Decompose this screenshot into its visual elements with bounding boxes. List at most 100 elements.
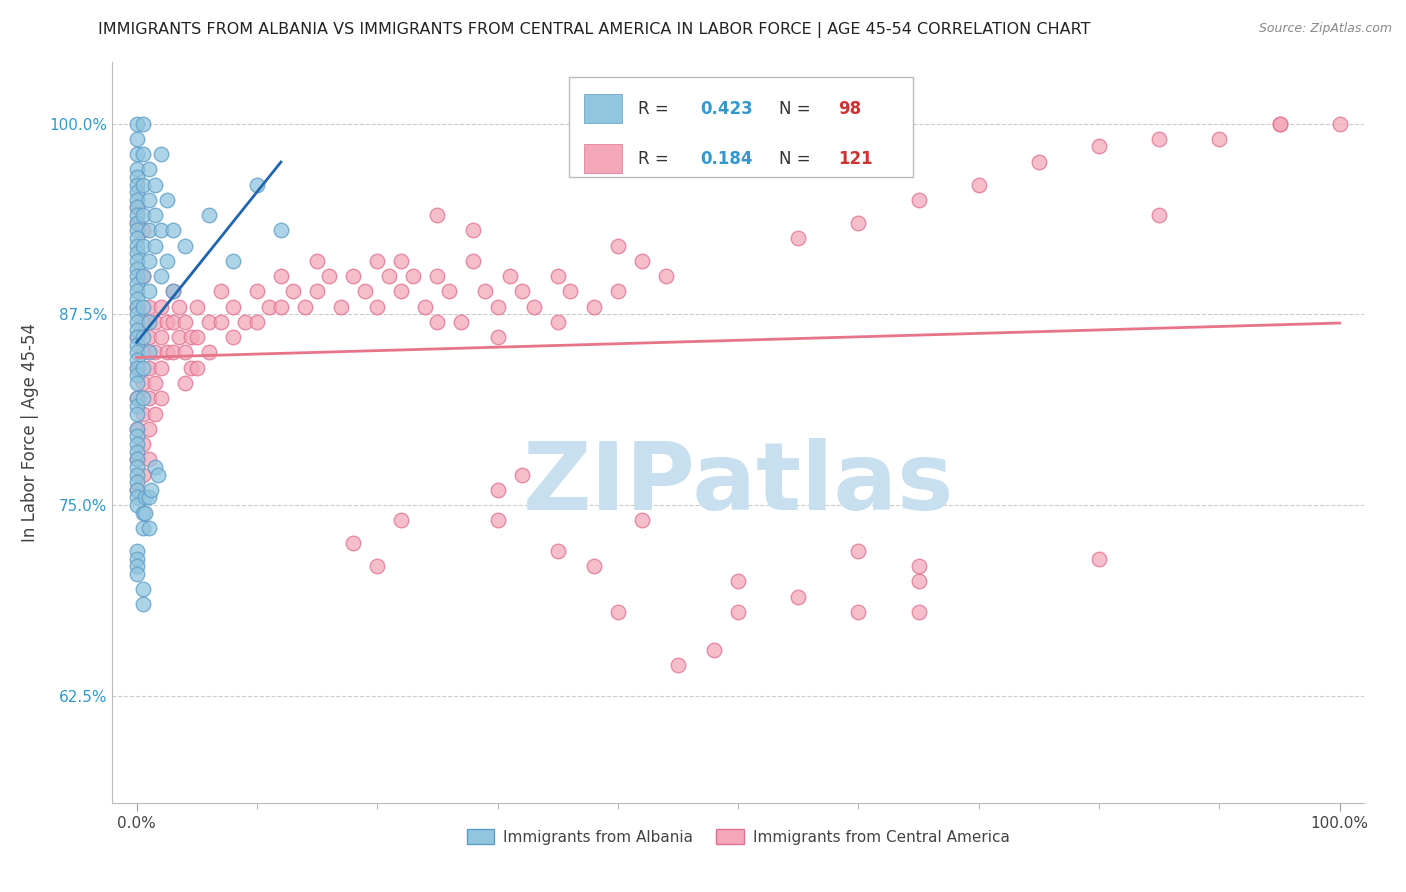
Point: [125, 483, 148, 497]
Point: [167, 300, 190, 314]
Point: [1088, 139, 1111, 153]
Text: Source: ZipAtlas.com: Source: ZipAtlas.com: [1258, 22, 1392, 36]
Point: [1268, 116, 1291, 130]
Point: [131, 223, 153, 237]
Point: [366, 559, 388, 574]
Point: [125, 498, 148, 512]
Point: [510, 467, 533, 482]
Point: [125, 360, 148, 375]
Point: [180, 360, 202, 375]
Point: [162, 345, 184, 359]
Point: [125, 185, 148, 199]
Point: [907, 574, 929, 589]
Point: [138, 491, 160, 505]
Point: [131, 582, 153, 596]
Point: [209, 315, 232, 329]
Point: [131, 330, 153, 344]
Point: [125, 566, 148, 581]
Point: [125, 201, 148, 215]
Point: [125, 147, 148, 161]
Point: [222, 330, 245, 344]
Point: [125, 116, 148, 130]
Point: [125, 376, 148, 390]
Point: [378, 269, 401, 284]
Point: [173, 376, 195, 390]
Point: [149, 391, 172, 405]
Point: [131, 269, 153, 284]
Point: [125, 544, 148, 558]
Point: [125, 475, 148, 490]
Point: [138, 452, 160, 467]
Point: [125, 162, 148, 177]
Point: [209, 285, 232, 299]
Point: [131, 178, 153, 192]
Legend: Immigrants from Albania, Immigrants from Central America: Immigrants from Albania, Immigrants from…: [461, 822, 1015, 851]
Point: [233, 315, 256, 329]
Point: [156, 193, 179, 207]
Point: [131, 208, 153, 222]
Point: [547, 544, 569, 558]
Point: [727, 605, 749, 619]
Point: [582, 559, 605, 574]
Point: [426, 208, 449, 222]
Y-axis label: In Labor Force | Age 45-54: In Labor Force | Age 45-54: [21, 323, 38, 542]
Point: [270, 223, 292, 237]
Point: [354, 285, 377, 299]
Point: [143, 376, 166, 390]
Point: [1028, 154, 1050, 169]
Point: [547, 269, 569, 284]
Point: [342, 269, 364, 284]
Point: [606, 285, 628, 299]
Point: [143, 208, 166, 222]
Point: [907, 193, 929, 207]
Point: [138, 330, 160, 344]
Point: [197, 315, 219, 329]
Point: [967, 178, 990, 192]
Point: [143, 238, 166, 252]
Point: [450, 315, 472, 329]
Text: 0.184: 0.184: [700, 150, 754, 169]
Point: [305, 285, 328, 299]
Point: [143, 407, 166, 421]
Point: [848, 605, 870, 619]
Point: [125, 399, 148, 413]
Point: [666, 658, 689, 673]
Point: [1208, 132, 1230, 146]
Point: [149, 330, 172, 344]
Point: [606, 238, 628, 252]
Point: [167, 330, 190, 344]
Point: [186, 300, 208, 314]
Point: [138, 223, 160, 237]
Point: [787, 231, 810, 245]
Point: [138, 253, 160, 268]
Point: [222, 300, 245, 314]
Point: [246, 178, 269, 192]
Text: 121: 121: [838, 150, 873, 169]
Point: [138, 162, 160, 177]
Point: [156, 345, 179, 359]
Point: [474, 285, 496, 299]
Point: [125, 269, 148, 284]
Point: [125, 491, 148, 505]
Point: [125, 253, 148, 268]
Point: [257, 300, 280, 314]
Point: [125, 178, 148, 192]
Point: [848, 216, 870, 230]
Point: [413, 300, 436, 314]
Point: [318, 269, 340, 284]
Point: [125, 360, 148, 375]
Point: [125, 169, 148, 184]
Point: [366, 253, 388, 268]
Point: [848, 544, 870, 558]
Point: [125, 277, 148, 291]
Point: [389, 285, 412, 299]
Point: [125, 391, 148, 405]
Point: [125, 353, 148, 368]
Point: [138, 345, 160, 359]
Point: [125, 246, 148, 260]
Point: [125, 452, 148, 467]
Point: [148, 467, 170, 482]
Point: [402, 269, 425, 284]
Point: [162, 285, 184, 299]
Point: [125, 483, 148, 497]
